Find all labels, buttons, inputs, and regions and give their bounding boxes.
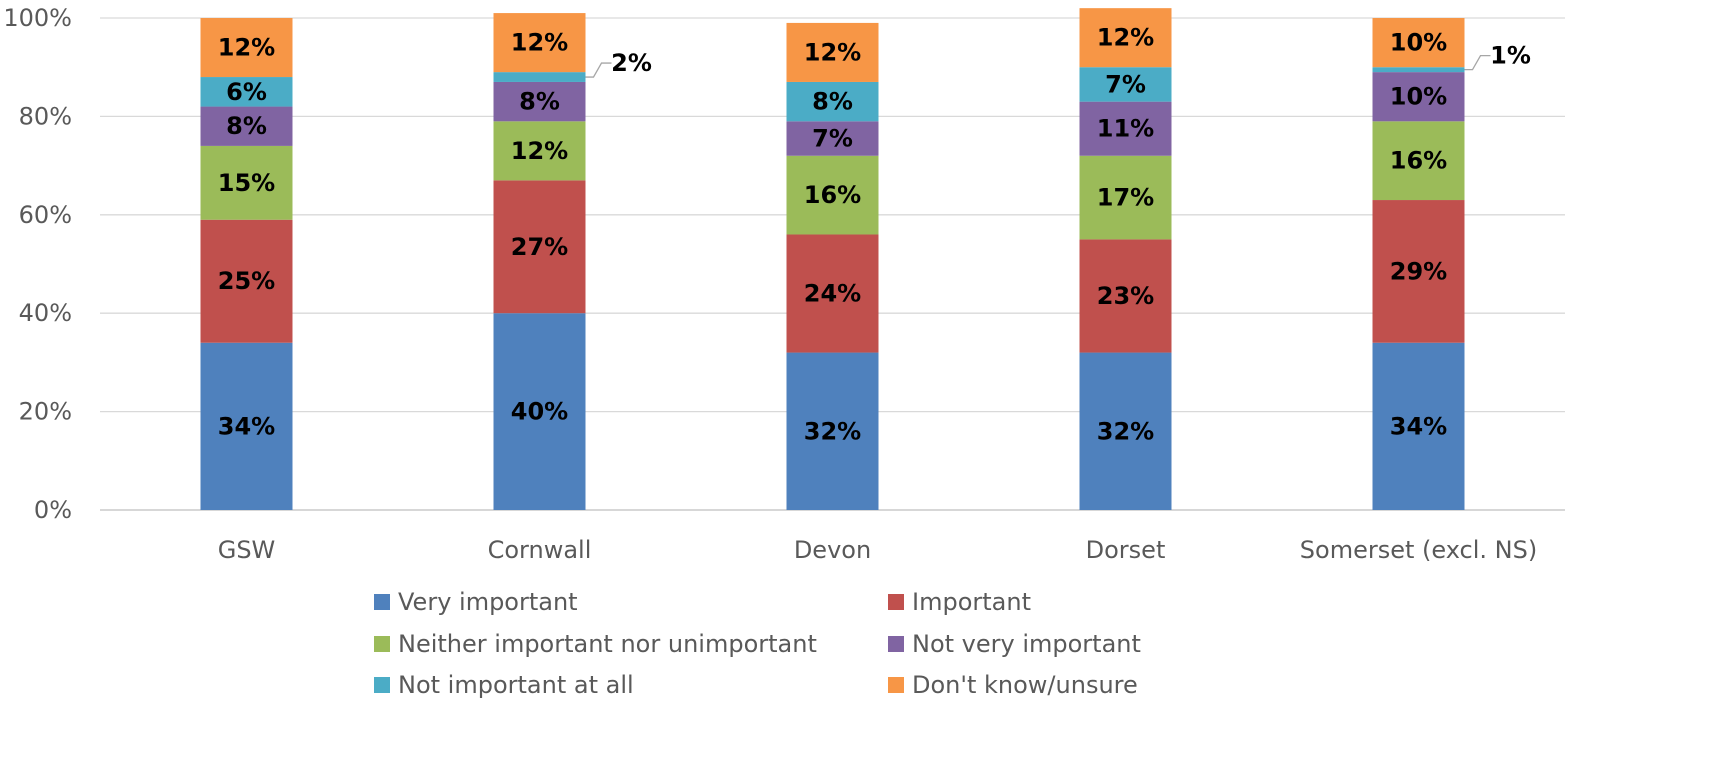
legend-swatch <box>374 677 390 693</box>
bar-segment-neither-important-nor-unimportant <box>493 121 586 181</box>
y-tick-label: 80% <box>19 102 72 130</box>
data-label: 2% <box>611 49 652 77</box>
bar-segment-not-very-important <box>1079 101 1172 156</box>
legend-swatch <box>374 594 390 610</box>
legend-label: Don't know/unsure <box>912 671 1138 699</box>
x-category-label: Somerset (excl. NS) <box>1300 536 1537 564</box>
bar-segment-don-t-know-unsure <box>1372 18 1465 68</box>
data-label: 6% <box>226 78 267 106</box>
bar-segment-important <box>493 180 586 314</box>
bar-segment-not-important-at-all <box>1079 67 1172 102</box>
bar-segment-not-important-at-all <box>1372 67 1465 73</box>
bar-segment-not-very-important <box>786 121 879 156</box>
data-label: 29% <box>1390 257 1447 285</box>
data-label: 12% <box>218 34 275 62</box>
legend-swatch <box>374 636 390 652</box>
data-label: 32% <box>1097 417 1154 445</box>
legend: Very important Important Neither important… <box>374 588 1141 699</box>
data-label: 7% <box>1105 70 1146 98</box>
bar-segment-don-t-know-unsure <box>786 22 879 82</box>
bar-segment-not-important-at-all <box>786 81 879 122</box>
bars <box>200 8 1465 510</box>
data-label: 16% <box>1390 147 1447 175</box>
data-label: 24% <box>804 280 861 308</box>
bar-segment-neither-important-nor-unimportant <box>786 155 879 235</box>
y-axis: 0% 20% 40% 60% 80% 100% <box>3 4 72 524</box>
y-tick-label: 0% <box>34 496 72 524</box>
bar-segment-neither-important-nor-unimportant <box>1079 155 1172 240</box>
bar-segment-don-t-know-unsure <box>200 18 293 78</box>
callout-leader-line <box>1464 55 1491 71</box>
y-tick-label: 40% <box>19 299 72 327</box>
data-label: 25% <box>218 267 275 295</box>
data-label: 7% <box>812 125 853 153</box>
data-label: 34% <box>218 412 275 440</box>
x-category-label: GSW <box>218 536 276 564</box>
data-label: 10% <box>1390 83 1447 111</box>
x-category-label: Devon <box>794 536 871 564</box>
bar-segment-very-important <box>1079 352 1172 510</box>
data-label: 23% <box>1097 282 1154 310</box>
bar-segment-neither-important-nor-unimportant <box>1372 121 1465 201</box>
legend-item-not-important-at-all: Not important at all <box>374 671 634 699</box>
y-tick-label: 60% <box>19 201 72 229</box>
bar-segment-don-t-know-unsure <box>1079 8 1172 68</box>
bar-segment-very-important <box>200 342 293 510</box>
x-axis: GSW Cornwall Devon Dorset Somerset (excl. NS… <box>218 536 1537 564</box>
callout-leader-line <box>585 62 612 78</box>
data-label: 8% <box>226 112 267 140</box>
bar-segment-not-very-important <box>1372 72 1465 122</box>
data-label: 8% <box>519 88 560 116</box>
data-label: 8% <box>812 88 853 116</box>
y-tick-label: 20% <box>19 398 72 426</box>
bar-segment-very-important <box>493 313 586 510</box>
legend-item-important: Important <box>888 588 1031 616</box>
data-label: 12% <box>1097 24 1154 52</box>
data-label: 17% <box>1097 184 1154 212</box>
data-label: 12% <box>511 29 568 57</box>
bar-segment-neither-important-nor-unimportant <box>200 145 293 220</box>
x-category-label: Dorset <box>1086 536 1166 564</box>
legend-item-don-t-know-unsure: Don't know/unsure <box>888 671 1138 699</box>
legend-swatch <box>888 594 904 610</box>
legend-label: Important <box>912 588 1031 616</box>
data-label: 11% <box>1097 115 1154 143</box>
bar-segment-important <box>1079 239 1172 353</box>
bar-segment-not-very-important <box>493 81 586 122</box>
legend-label: Very important <box>398 588 578 616</box>
x-category-label: Cornwall <box>488 536 592 564</box>
legend-swatch <box>888 636 904 652</box>
data-label: 15% <box>218 169 275 197</box>
data-label: 16% <box>804 181 861 209</box>
data-label: 40% <box>511 398 568 426</box>
data-label: 32% <box>804 417 861 445</box>
bar-segment-very-important <box>1372 342 1465 510</box>
legend-item-neither-important-nor-unimportant: Neither important nor unimportant <box>374 630 817 658</box>
bar-segment-not-very-important <box>200 106 293 146</box>
legend-item-very-important: Very important <box>374 588 578 616</box>
bar-segment-important <box>1372 200 1465 343</box>
legend-item-not-very-important: Not very important <box>888 630 1141 658</box>
data-label: 34% <box>1390 412 1447 440</box>
bar-segment-important <box>200 219 293 343</box>
data-label: 12% <box>511 137 568 165</box>
bar-segment-very-important <box>786 352 879 510</box>
legend-label: Neither important nor unimportant <box>398 630 817 658</box>
bar-segment-not-important-at-all <box>493 72 586 82</box>
data-label: 1% <box>1490 42 1531 70</box>
data-label: 12% <box>804 38 861 66</box>
bar-segment-not-important-at-all <box>200 77 293 107</box>
data-label: 27% <box>511 233 568 261</box>
data-label: 10% <box>1390 29 1447 57</box>
y-tick-label: 100% <box>3 4 72 32</box>
legend-label: Not very important <box>912 630 1141 658</box>
legend-label: Not important at all <box>398 671 634 699</box>
legend-swatch <box>888 677 904 693</box>
bar-segment-don-t-know-unsure <box>493 13 586 73</box>
data-labels: 34% 25% 15% 8% 6% 12% 40% 27% 12% 8% 2% 12% 32% 24% 16… <box>218 24 1531 446</box>
bar-segment-important <box>786 234 879 353</box>
